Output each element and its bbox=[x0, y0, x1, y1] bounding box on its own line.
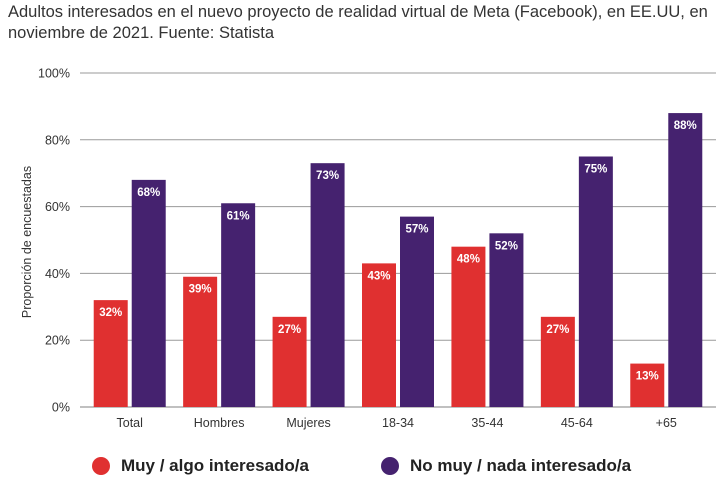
gridlines bbox=[80, 72, 716, 408]
legend-label-interested: Muy / algo interesado/a bbox=[121, 456, 309, 475]
data-label: 13% bbox=[636, 371, 659, 383]
data-label: 27% bbox=[278, 324, 301, 336]
data-label: 61% bbox=[227, 210, 250, 222]
bar bbox=[668, 113, 703, 407]
y-tick-label: 20% bbox=[45, 334, 70, 348]
bar bbox=[400, 216, 434, 407]
bar bbox=[310, 163, 345, 407]
y-tick-label: 60% bbox=[45, 200, 70, 214]
legend-swatch-not-interested bbox=[381, 457, 399, 475]
bar bbox=[451, 246, 486, 407]
y-tick-label: 40% bbox=[45, 267, 70, 281]
bar bbox=[362, 263, 396, 407]
y-axis-label: Proporción de encuestadas bbox=[20, 166, 34, 318]
legend-label-not-interested: No muy / nada interesado/a bbox=[410, 456, 632, 475]
bar bbox=[131, 179, 166, 407]
data-label: 57% bbox=[405, 224, 428, 236]
data-label: 48% bbox=[457, 254, 480, 266]
data-label: 39% bbox=[189, 284, 212, 296]
data-label: 52% bbox=[495, 240, 518, 252]
x-tick-label: Hombres bbox=[194, 416, 245, 430]
x-tick-label: 35-44 bbox=[471, 416, 503, 430]
bar bbox=[578, 156, 613, 407]
chart-title: Adultos interesados en el nuevo proyecto… bbox=[8, 3, 708, 42]
x-tick-label: 45-64 bbox=[561, 416, 593, 430]
data-label: 75% bbox=[584, 164, 607, 176]
data-label: 43% bbox=[367, 270, 390, 282]
data-label: 88% bbox=[674, 120, 697, 132]
data-label: 73% bbox=[316, 170, 339, 182]
y-tick-label: 80% bbox=[45, 133, 70, 147]
data-label: 68% bbox=[137, 187, 160, 199]
bar bbox=[540, 316, 575, 407]
data-labels: 32% 68% 39% 61% 27% 73% 43% 57% 48% 52% 27% 75% 13% 8… bbox=[99, 120, 697, 383]
y-tick-label: 100% bbox=[38, 67, 70, 81]
x-tick-label: +65 bbox=[656, 416, 677, 430]
x-tick-label: Total bbox=[117, 416, 143, 430]
bar bbox=[221, 203, 256, 407]
bar bbox=[183, 276, 218, 407]
legend-item-not-interested: No muy / nada interesado/a bbox=[381, 456, 631, 476]
legend-item-interested: Muy / algo interesado/a bbox=[92, 456, 309, 476]
bars bbox=[93, 113, 703, 407]
x-axis-ticks: Total Hombres Mujeres 18-34 35-44 45-64 +65 bbox=[117, 416, 677, 430]
bar-chart: 0% 20% 40% 60% 80% 100% Proporción de encuest… bbox=[20, 67, 716, 430]
y-axis-ticks: 0% 20% 40% 60% 80% 100% bbox=[38, 67, 70, 415]
bar bbox=[630, 363, 665, 407]
bar bbox=[272, 316, 307, 407]
x-tick-label: 18-34 bbox=[382, 416, 414, 430]
legend: Muy / algo interesado/a No muy / nada in… bbox=[0, 456, 724, 482]
legend-swatch-interested bbox=[92, 457, 110, 475]
data-label: 32% bbox=[99, 307, 122, 319]
x-tick-label: Mujeres bbox=[286, 416, 330, 430]
bar bbox=[93, 300, 128, 407]
data-label: 27% bbox=[546, 324, 569, 336]
y-tick-label: 0% bbox=[52, 401, 70, 415]
bar bbox=[489, 233, 524, 407]
